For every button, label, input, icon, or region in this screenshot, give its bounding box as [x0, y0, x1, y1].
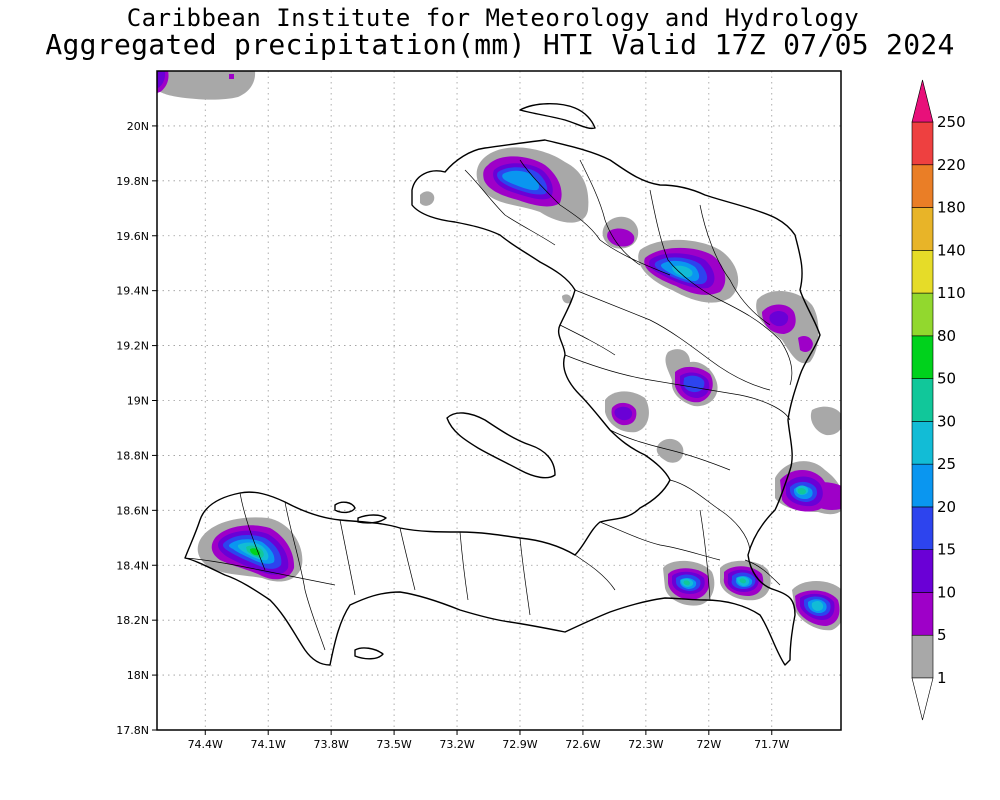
x-tick-label: 74.4W: [188, 738, 223, 751]
colorbar-label: 50: [937, 370, 956, 388]
colorbar-label: 220: [937, 156, 966, 174]
small-island-1: [357, 514, 387, 524]
colorbar-segment: [911, 121, 934, 166]
title-line-2: Aggregated precipitation(mm) HTI Valid 1…: [45, 28, 955, 61]
tortuga-island: [519, 103, 596, 130]
colorbar-label: 25: [937, 455, 956, 473]
colorbar-label: 15: [937, 541, 956, 559]
colorbar-label: 110: [937, 284, 966, 302]
colorbar-segment: [911, 421, 934, 465]
y-tick-label: 18.2N: [116, 614, 149, 627]
y-tick-label: 18N: [127, 669, 149, 682]
y-tick-label: 20N: [127, 120, 149, 133]
x-tick-label: 72.3W: [628, 738, 663, 751]
colorbar-label: 180: [937, 199, 966, 217]
colorbar-segment: [911, 463, 934, 508]
y-tick-label: 19.2N: [116, 340, 149, 353]
y-tick-label: 18.4N: [116, 559, 149, 572]
colorbar-overflow-arrow: [911, 79, 934, 123]
vache-island: [354, 647, 384, 660]
colorbar-segment: [911, 634, 934, 679]
x-tick-label: 71.7W: [754, 738, 789, 751]
y-tick-label: 19.4N: [116, 285, 149, 298]
haiti-north-coast: [184, 139, 821, 666]
colorbar-segment: [911, 335, 934, 379]
y-tick-label: 19N: [127, 395, 149, 408]
x-tick-label: 73.5W: [376, 738, 411, 751]
y-tick-label: 18.8N: [116, 449, 149, 462]
colorbar-segment: [911, 250, 934, 294]
x-tick-label: 73.2W: [439, 738, 474, 751]
y-axis-ticks: 20N 19.8N 19.6N 19.4N 19.2N 19N 18.8N 18.6N 18.4…: [116, 120, 157, 737]
colorbar-segment: [911, 506, 934, 550]
colorbar-segment: [911, 164, 934, 208]
colorbar-label: 30: [937, 412, 956, 430]
title-line-1: Caribbean Institute for Meteorology and …: [126, 4, 860, 32]
x-tick-label: 72W: [696, 738, 721, 751]
y-tick-label: 19.6N: [116, 230, 149, 243]
x-axis-ticks: 74.4W 74.1W 73.8W 73.5W 73.2W 72.9W 72.6W 72.3W…: [188, 730, 790, 751]
precip-50mm-areas: [250, 548, 261, 556]
y-tick-label: 18.6N: [116, 504, 149, 517]
colorbar-label: 10: [937, 583, 956, 601]
colorbar-segment: [911, 549, 934, 593]
colorbar-segment: [911, 207, 934, 251]
colorbar-label: 140: [937, 241, 966, 259]
colorbar-segment: [911, 378, 934, 422]
y-tick-label: 17.8N: [116, 724, 149, 737]
colorbar-label: 20: [937, 498, 956, 516]
gonave-island: [446, 412, 556, 479]
colorbar-label: 5: [937, 626, 947, 644]
colorbar-label: 1: [937, 669, 947, 687]
precipitation-layer: [157, 71, 841, 631]
x-tick-label: 72.9W: [502, 738, 537, 751]
cayemites-island: [334, 501, 356, 514]
colorbar-segment: [911, 292, 934, 337]
colorbar-underflow-arrow: [911, 677, 934, 721]
y-tick-label: 19.8N: [116, 175, 149, 188]
colorbar-segment: [911, 592, 934, 636]
x-tick-label: 72.6W: [565, 738, 600, 751]
coastline-layer: [184, 103, 821, 666]
boundary-layer: [184, 159, 793, 651]
x-tick-label: 73.8W: [313, 738, 348, 751]
colorbar-label: 250: [937, 113, 966, 131]
x-tick-label: 74.1W: [251, 738, 286, 751]
colorbar-label: 80: [937, 327, 956, 345]
